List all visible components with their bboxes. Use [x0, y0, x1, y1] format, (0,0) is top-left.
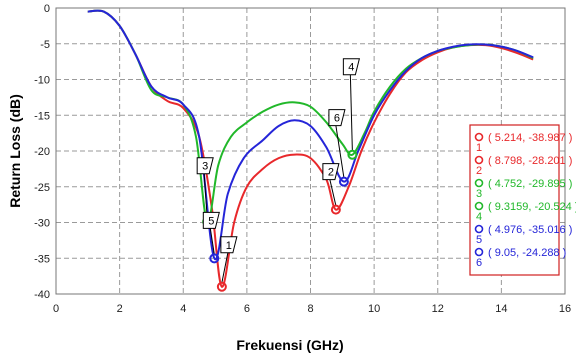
marker-4: 4 [342, 58, 361, 160]
y-tick-label: -40 [34, 289, 50, 301]
legend-entry-2: 2 ( 8.798, -28.201 ) [474, 155, 572, 177]
legend-entry-5: 5 ( 4.976, -35.016 ) [474, 224, 572, 246]
legend-entry-3: 3 ( 4.752, -29.895 ) [474, 178, 572, 200]
x-axis-ticks: 0 2 4 6 8 10 12 14 16 [53, 303, 571, 315]
marker-5: 5 [202, 211, 220, 264]
legend-coordinates: ( 9.05, -24.288 ) [488, 247, 566, 259]
y-axis-ticks: 0 -5 -10 -15 -20 -25 -30 -35 -40 [34, 3, 50, 301]
marker-stem [329, 179, 337, 206]
marker-number: 6 [334, 113, 340, 125]
y-tick-label: -20 [34, 146, 50, 158]
legend-number: 3 [476, 188, 482, 200]
legend-marker [474, 201, 484, 211]
legend-coordinates: ( 8.798, -28.201 ) [488, 155, 572, 167]
legend-coordinates: ( 5.214, -38.987 ) [488, 132, 572, 144]
legend-number: 6 [476, 257, 482, 269]
marker-point [347, 149, 358, 160]
series-line-3 [87, 9, 534, 261]
legend-number: 4 [476, 211, 482, 223]
marker-number: 1 [226, 240, 232, 252]
y-tick-label: 0 [44, 3, 50, 15]
x-tick-label: 14 [495, 303, 507, 315]
marker-point [338, 176, 349, 187]
legend-entry-4: 4 ( 9.3159, -20.524 ) [474, 201, 576, 223]
x-tick-label: 4 [180, 303, 186, 315]
x-tick-label: 10 [368, 303, 380, 315]
y-tick-label: -25 [34, 182, 50, 194]
marker-3: 3 [196, 157, 214, 227]
marker-2: 2 [322, 163, 341, 215]
x-tick-label: 6 [244, 303, 250, 315]
marker-flag [328, 109, 346, 127]
legend-marker [474, 155, 484, 165]
x-tick-label: 12 [432, 303, 444, 315]
y-tick-label: -10 [34, 75, 50, 87]
marker-6: 6 [328, 109, 349, 187]
legend-marker [474, 247, 484, 257]
legend-coordinates: ( 4.976, -35.016 ) [488, 224, 572, 236]
legend-number: 2 [476, 165, 482, 177]
y-tick-label: -15 [34, 110, 50, 122]
legend-coordinates: ( 4.752, -29.895 ) [488, 178, 572, 190]
legend-entry-1: 1 ( 5.214, -38.987 ) [474, 132, 572, 154]
legend-number: 1 [476, 142, 482, 154]
marker-flag [220, 236, 238, 254]
marker-stem [203, 173, 208, 218]
marker-point [330, 204, 341, 215]
marker-flags: 1 2 3 4 5 6 [196, 58, 361, 292]
y-tick-label: -30 [34, 218, 50, 230]
marker-stem [349, 74, 353, 151]
marker-flag [342, 58, 361, 76]
y-axis-title: Return Loss (dB) [7, 94, 23, 208]
marker-1: 1 [216, 236, 238, 292]
x-axis-title: Frekuensi (GHz) [236, 337, 343, 353]
legend-coordinates: ( 9.3159, -20.524 ) [488, 201, 576, 213]
marker-point [216, 281, 227, 292]
marker-flag [322, 163, 340, 181]
x-tick-label: 8 [307, 303, 313, 315]
marker-number: 2 [328, 167, 334, 179]
marker-number: 5 [208, 215, 214, 227]
legend-box [469, 124, 560, 276]
y-tick-label: -5 [40, 39, 50, 51]
x-tick-label: 2 [117, 303, 123, 315]
x-tick-label: 16 [559, 303, 571, 315]
y-tick-label: -35 [34, 253, 50, 265]
legend-marker [474, 178, 484, 188]
legend-marker [474, 132, 484, 142]
marker-number: 4 [348, 62, 354, 74]
legend-number: 5 [476, 234, 482, 246]
marker-stem [209, 228, 215, 255]
plot-frame [55, 7, 566, 295]
series-lines [87, 9, 534, 288]
legend: 1 ( 5.214, -38.987 ) 2 ( 8.798, -28.201 ) 3 (… [469, 124, 576, 276]
marker-stem [221, 252, 229, 283]
legend-entry-6: 6 ( 9.05, -24.288 ) [474, 247, 566, 269]
x-tick-label: 0 [53, 303, 59, 315]
marker-number: 3 [202, 161, 208, 173]
marker-flag [202, 211, 220, 229]
marker-point [209, 253, 220, 264]
marker-stem [335, 125, 345, 178]
marker-flag [196, 157, 214, 175]
legend-marker [474, 224, 484, 234]
